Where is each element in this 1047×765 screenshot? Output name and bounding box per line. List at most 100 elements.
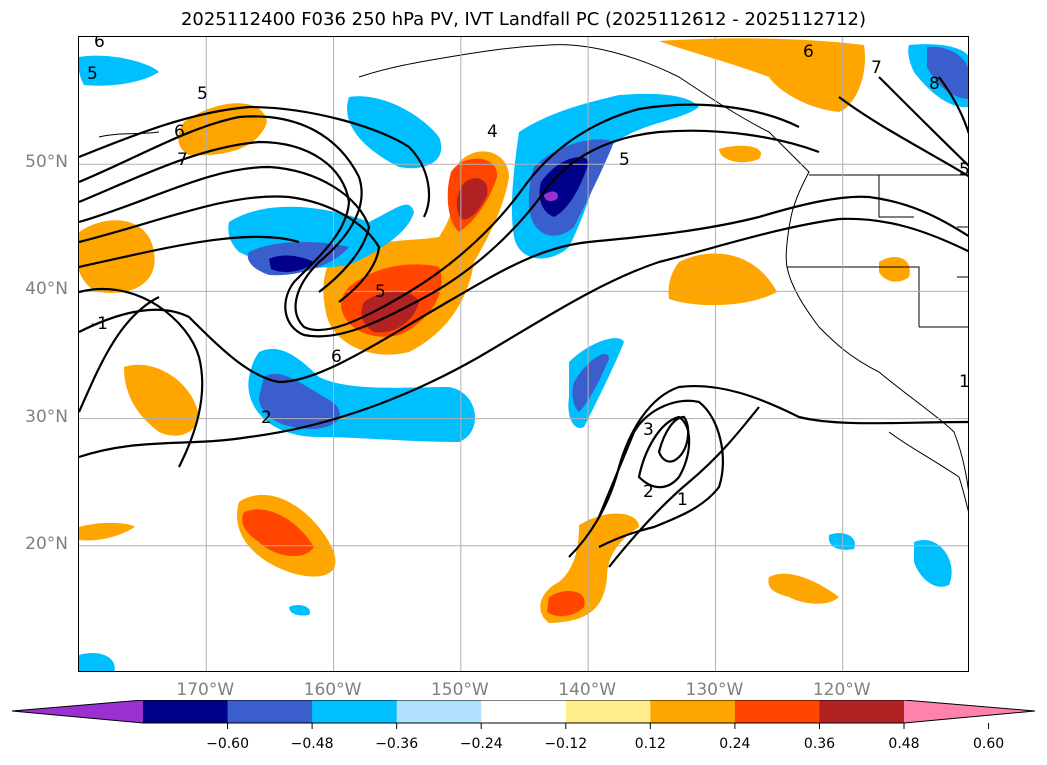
contour-label: 5 [959, 160, 969, 180]
pv-negative-area [544, 191, 558, 202]
contour-label: 1 [959, 372, 969, 392]
contour-label: 5 [619, 150, 630, 170]
colorbar-tick-label: 0.60 [972, 736, 1005, 752]
pv-positive-area [242, 509, 314, 557]
colorbar-tick-label: 0.36 [803, 736, 836, 752]
pv-negative-area [927, 46, 968, 99]
lon-label: 130°W [685, 680, 744, 700]
ivt-contour-line [79, 287, 204, 468]
pv-positive-area [547, 591, 585, 617]
pv-positive-area [79, 522, 135, 541]
contour-label: 2 [261, 408, 272, 428]
contour-label: 6 [174, 122, 185, 142]
lon-label: 160°W [303, 680, 362, 700]
pv-positive-area [124, 364, 199, 436]
pv-positive-area [768, 573, 839, 604]
contour-label: 8 [929, 74, 940, 94]
ivt-contour-line [79, 129, 820, 338]
map-panel: 6 5 6 7 5 4 5 6 7 8 5 6 5 -1 2 3 2 1 1 [78, 36, 969, 672]
ivt-contour-line [597, 399, 724, 548]
colorbar-segment [396, 700, 482, 723]
contour-label: 7 [871, 58, 882, 78]
ivt-contour-line [79, 296, 160, 413]
pv-positive-area [668, 253, 777, 306]
coastline-segment [98, 131, 160, 138]
colorbar-segment [650, 700, 736, 723]
graticule [79, 37, 968, 671]
colorbar-segment [227, 700, 313, 723]
colorbar-tick-label: 0.48 [888, 736, 920, 752]
coastline-segment [888, 431, 968, 512]
pv-negative-area [79, 653, 115, 671]
colorbar-segment [143, 700, 229, 723]
contour-label: 7 [177, 150, 188, 170]
ivt-contour-line [79, 103, 800, 332]
lat-label: 20°N [25, 533, 68, 554]
colorbar-segment [481, 700, 567, 723]
ivt-contour-line [608, 406, 760, 568]
contour-label: 1 [677, 490, 688, 510]
colorbar-tick-label: 0.24 [719, 736, 751, 752]
ivt-contour-line [79, 217, 968, 459]
lat-label: 50°N [25, 152, 68, 173]
figure-title: 2025112400 F036 250 hPa PV, IVT Landfall… [180, 9, 867, 30]
colorbar-segment [565, 700, 651, 723]
contour-label: 5 [197, 84, 208, 104]
colorbar-tick-label: 0.12 [634, 736, 666, 752]
pv-anomaly-fills [79, 38, 968, 671]
colorbar-segment [734, 700, 820, 723]
ivt-contour-line [878, 76, 968, 167]
ivt-contour-line [657, 415, 690, 463]
lon-label: 140°W [558, 680, 617, 700]
contour-label: 2 [643, 482, 654, 502]
ivt-contour-line [838, 96, 968, 178]
ivt-contour-line [79, 165, 371, 293]
colorbar-tick-label: −0.12 [544, 736, 588, 752]
contour-label: 6 [94, 37, 105, 52]
coastline [98, 44, 968, 512]
coastline-segment [787, 266, 920, 327]
ivt-contours [79, 76, 968, 568]
pv-positive-area [719, 145, 761, 163]
pv-negative-area [572, 353, 609, 412]
colorbar-segment [819, 700, 905, 723]
contour-label: 3 [643, 420, 654, 440]
ivt-contour-line [637, 415, 691, 489]
pv-positive-area [79, 220, 155, 293]
contour-label: 6 [803, 42, 814, 62]
colorbar [11, 700, 1036, 729]
pv-negative-area [289, 604, 310, 616]
contour-label: 4 [487, 122, 498, 142]
pv-negative-area [259, 373, 341, 429]
coastline-segment [358, 44, 968, 491]
pv-negative-area [539, 157, 589, 217]
colorbar-tick-label: −0.60 [206, 736, 249, 752]
pv-positive-area [456, 178, 488, 220]
pv-negative-area [914, 540, 952, 587]
pv-negative-area [828, 532, 855, 550]
pv-positive-area [879, 257, 910, 282]
colorbar-outline [11, 700, 1036, 724]
pv-negative-area [269, 255, 314, 273]
colorbar-extend-high [904, 700, 1035, 723]
contour-label: -1 [91, 314, 108, 334]
coastline-segment [878, 175, 914, 218]
pv-negative-area [347, 96, 442, 169]
lon-label: 150°W [430, 680, 489, 700]
ivt-contour-line [79, 105, 431, 218]
ivt-contour-line [938, 76, 968, 135]
pv-positive-area [659, 38, 865, 112]
colorbar-extend-low [12, 700, 143, 723]
lon-label: 170°W [176, 680, 235, 700]
ivt-contour-line [79, 195, 381, 303]
contour-label: 6 [331, 347, 342, 367]
ivt-contour-line [79, 195, 968, 384]
coastline-segment [957, 226, 968, 278]
contour-label: 5 [87, 64, 98, 84]
colorbar-segment [312, 700, 398, 723]
ivt-contour-line [79, 235, 300, 269]
pv-negative-area [79, 55, 159, 86]
ivt-contour-line [568, 384, 968, 558]
